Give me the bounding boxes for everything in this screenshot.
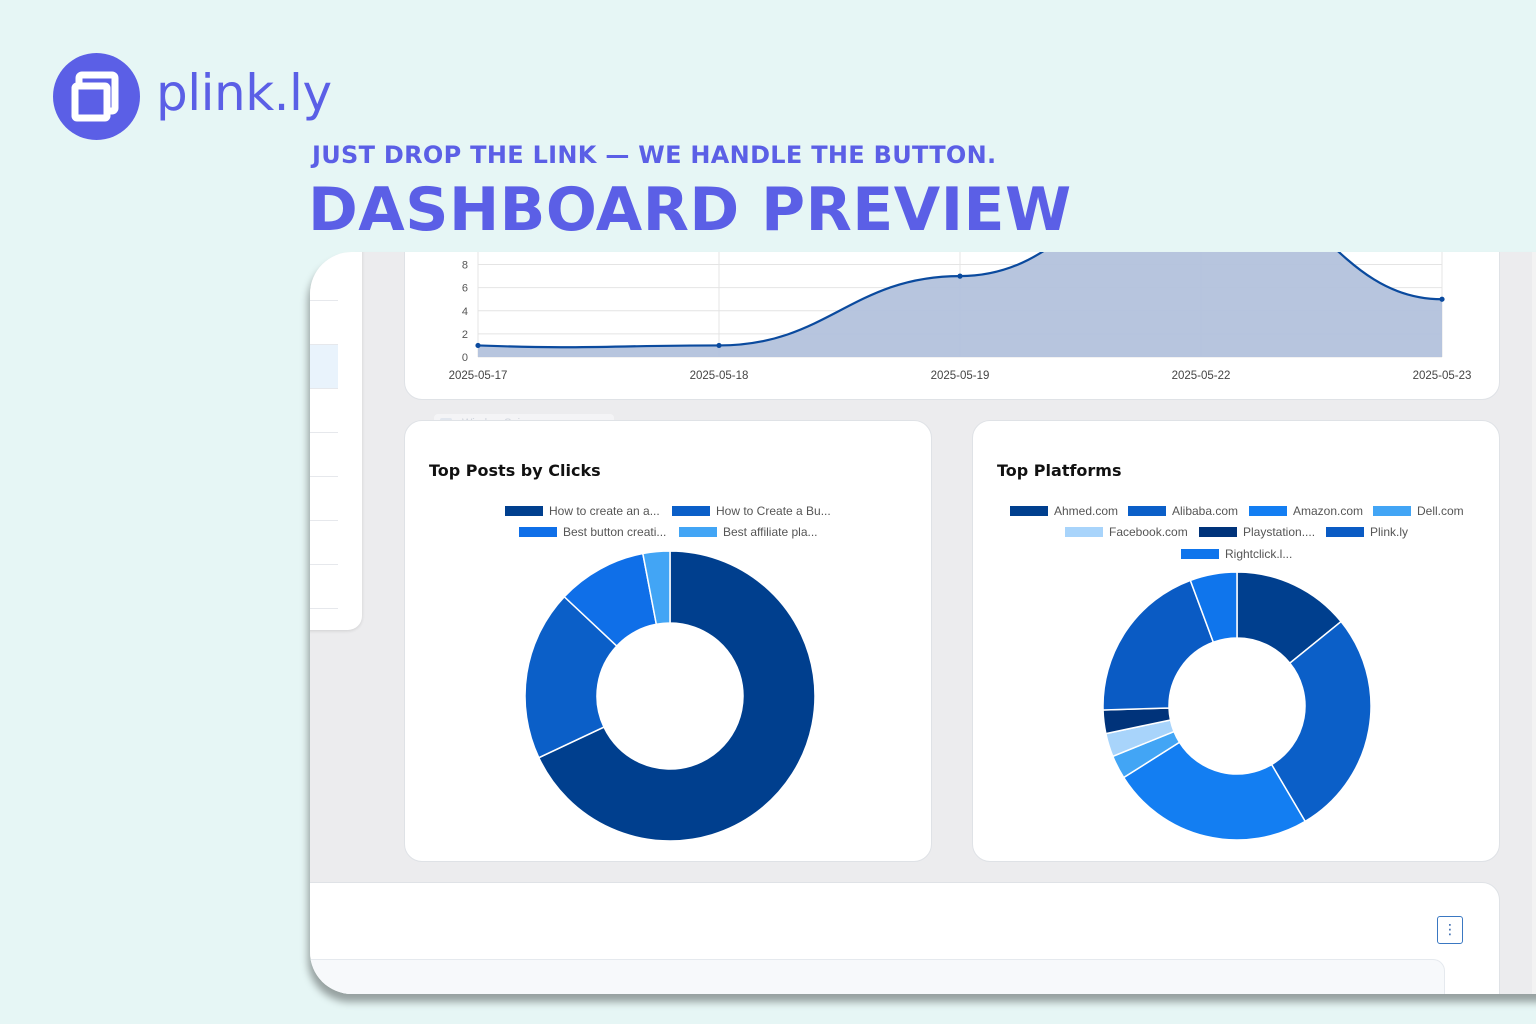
area-fill: [478, 252, 1442, 357]
side-table-panel: [310, 252, 362, 630]
donut-slice[interactable]: [1122, 741, 1307, 841]
legend-swatch[interactable]: [1326, 527, 1364, 537]
bottom-table-card: ⋮: [310, 882, 1500, 994]
top-posts-donut-chart[interactable]: How to create an a... How to Create a Bu.…: [405, 421, 933, 863]
donut-slice[interactable]: [1102, 579, 1215, 711]
clicks-line-chart[interactable]: 0 2 4 6 8 2025-05-17 2025-05-18 2025-05-19 2025-…: [405, 252, 1501, 401]
tagline: JUST DROP THE LINK — WE HANDLE THE BUTTO…: [312, 141, 997, 169]
legend-swatch[interactable]: [1010, 506, 1048, 516]
legend-label[interactable]: Alibaba.com: [1172, 504, 1238, 518]
y-tick-label: 2: [462, 329, 468, 341]
table-row[interactable]: [310, 345, 338, 389]
legend-label[interactable]: How to create an a...: [549, 504, 660, 518]
data-point[interactable]: [716, 342, 722, 349]
legend-swatch[interactable]: [679, 527, 717, 537]
legend-swatch[interactable]: [1181, 549, 1219, 559]
data-point[interactable]: [1439, 296, 1445, 302]
legend-label[interactable]: Dell.com: [1417, 504, 1464, 518]
legend-swatch[interactable]: [1065, 527, 1103, 537]
kebab-menu-icon[interactable]: ⋮: [1437, 916, 1463, 944]
table-row[interactable]: [310, 257, 338, 301]
legend-label[interactable]: Amazon.com: [1293, 504, 1363, 518]
legend-label[interactable]: How to Create a Bu...: [716, 504, 831, 518]
legend-swatch[interactable]: [505, 506, 543, 516]
table-row[interactable]: [310, 565, 338, 609]
x-tick-label: 2025-05-22: [1172, 370, 1231, 382]
legend-label[interactable]: Rightclick.l...: [1225, 547, 1292, 561]
y-tick-label: 0: [462, 352, 468, 364]
table-row[interactable]: [310, 433, 338, 477]
donut-slice[interactable]: [641, 550, 671, 626]
donut-slice[interactable]: [524, 595, 618, 759]
top-platforms-donut-chart[interactable]: Ahmed.com Alibaba.com Amazon.com Dell.com Fa…: [973, 421, 1501, 863]
legend-label[interactable]: Best affiliate pla...: [723, 525, 818, 539]
x-tick-label: 2025-05-23: [1413, 370, 1472, 382]
table-header-panel: [310, 959, 1445, 994]
y-tick-label: 6: [462, 283, 468, 295]
legend-label[interactable]: Facebook.com: [1109, 525, 1188, 539]
donut-slice[interactable]: [1189, 571, 1238, 644]
series-line: [477, 252, 1443, 349]
top-posts-card: Top Posts by Clicks How to create an a..…: [404, 420, 932, 862]
y-tick-label: 4: [462, 306, 468, 318]
legend-label[interactable]: Plink.ly: [1370, 525, 1408, 539]
x-tick-label: 2025-05-17: [449, 370, 508, 382]
brand-name: plink.ly: [156, 64, 332, 122]
table-row[interactable]: [310, 521, 338, 565]
legend-label[interactable]: Playstation....: [1243, 525, 1315, 539]
brand-logo: [53, 53, 140, 140]
legend-swatch[interactable]: [1128, 506, 1166, 516]
table-row[interactable]: [310, 477, 338, 521]
top-posts-title: Top Posts by Clicks: [429, 461, 601, 480]
legend-swatch[interactable]: [1373, 506, 1411, 516]
top-platforms-title: Top Platforms: [997, 461, 1122, 480]
x-tick-label: 2025-05-19: [931, 370, 990, 382]
dashboard-frame: 0 2 4 6 8 2025-05-17 2025-05-18 2025-05-19 2025-…: [310, 252, 1536, 994]
table-row[interactable]: [310, 389, 338, 433]
clicks-over-time-card: 0 2 4 6 8 2025-05-17 2025-05-18 2025-05-19 2025-…: [404, 252, 1500, 400]
table-row[interactable]: [310, 301, 338, 345]
vertical-scrollbar[interactable]: ▼: [1532, 252, 1536, 994]
legend-label[interactable]: Best button creati...: [563, 525, 666, 539]
donut-slice[interactable]: [1270, 620, 1372, 823]
y-tick-label: 8: [462, 260, 468, 272]
overlapping-squares-icon: [71, 71, 119, 122]
legend-swatch[interactable]: [1199, 527, 1237, 537]
legend-swatch[interactable]: [519, 527, 557, 537]
data-point[interactable]: [475, 342, 481, 349]
top-platforms-card: Top Platforms Ahmed.com Alibaba.com Amazon…: [972, 420, 1500, 862]
legend-label[interactable]: Ahmed.com: [1054, 504, 1118, 518]
legend-swatch[interactable]: [1249, 506, 1287, 516]
donut-slice[interactable]: [537, 550, 816, 842]
page-headline: DASHBOARD PREVIEW: [308, 175, 1072, 245]
data-point[interactable]: [957, 273, 963, 279]
legend-swatch[interactable]: [672, 506, 710, 516]
x-tick-label: 2025-05-18: [690, 370, 749, 382]
